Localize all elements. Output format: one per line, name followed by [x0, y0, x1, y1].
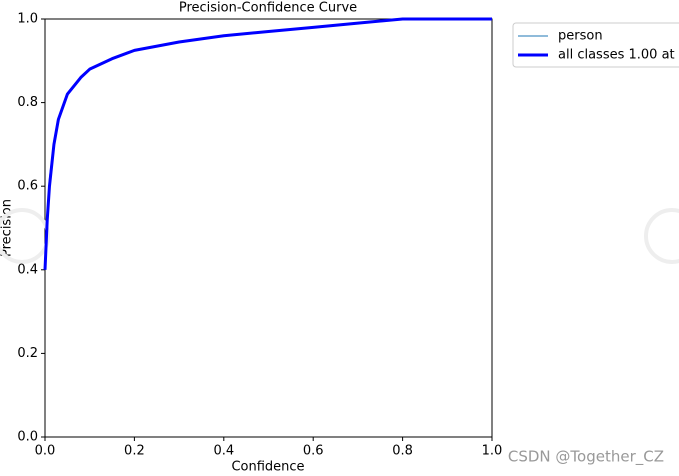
series-line — [43, 17, 492, 270]
y-tick-label: 0.0 — [17, 430, 38, 445]
x-tick-label: 0.4 — [213, 444, 234, 459]
y-tick-label: 0.2 — [17, 346, 38, 361]
y-tick-label: 0.8 — [17, 95, 38, 110]
y-tick-label: 0.4 — [17, 262, 38, 277]
y-axis-label: Precision — [0, 199, 15, 257]
x-tick-label: 1.0 — [482, 444, 503, 459]
series-line — [44, 18, 492, 262]
x-tick-label: 0.2 — [124, 444, 145, 459]
y-tick-label: 0.6 — [17, 179, 38, 194]
x-tick-label: 0.6 — [303, 444, 324, 459]
legend-label: all classes 1.00 at 0 — [558, 48, 679, 63]
x-tick-label: 0.8 — [392, 444, 413, 459]
nav-next[interactable] — [644, 208, 679, 264]
legend-label: person — [558, 29, 603, 44]
watermark: CSDN @Together_CZ — [508, 448, 664, 467]
y-tick-label: 1.0 — [17, 12, 38, 27]
legend-box — [512, 22, 679, 68]
chart-title: Precision-Confidence Curve — [179, 1, 357, 16]
x-tick-label: 0.0 — [35, 444, 56, 459]
x-axis-label: Confidence — [231, 460, 304, 475]
plot-frame — [44, 18, 493, 438]
